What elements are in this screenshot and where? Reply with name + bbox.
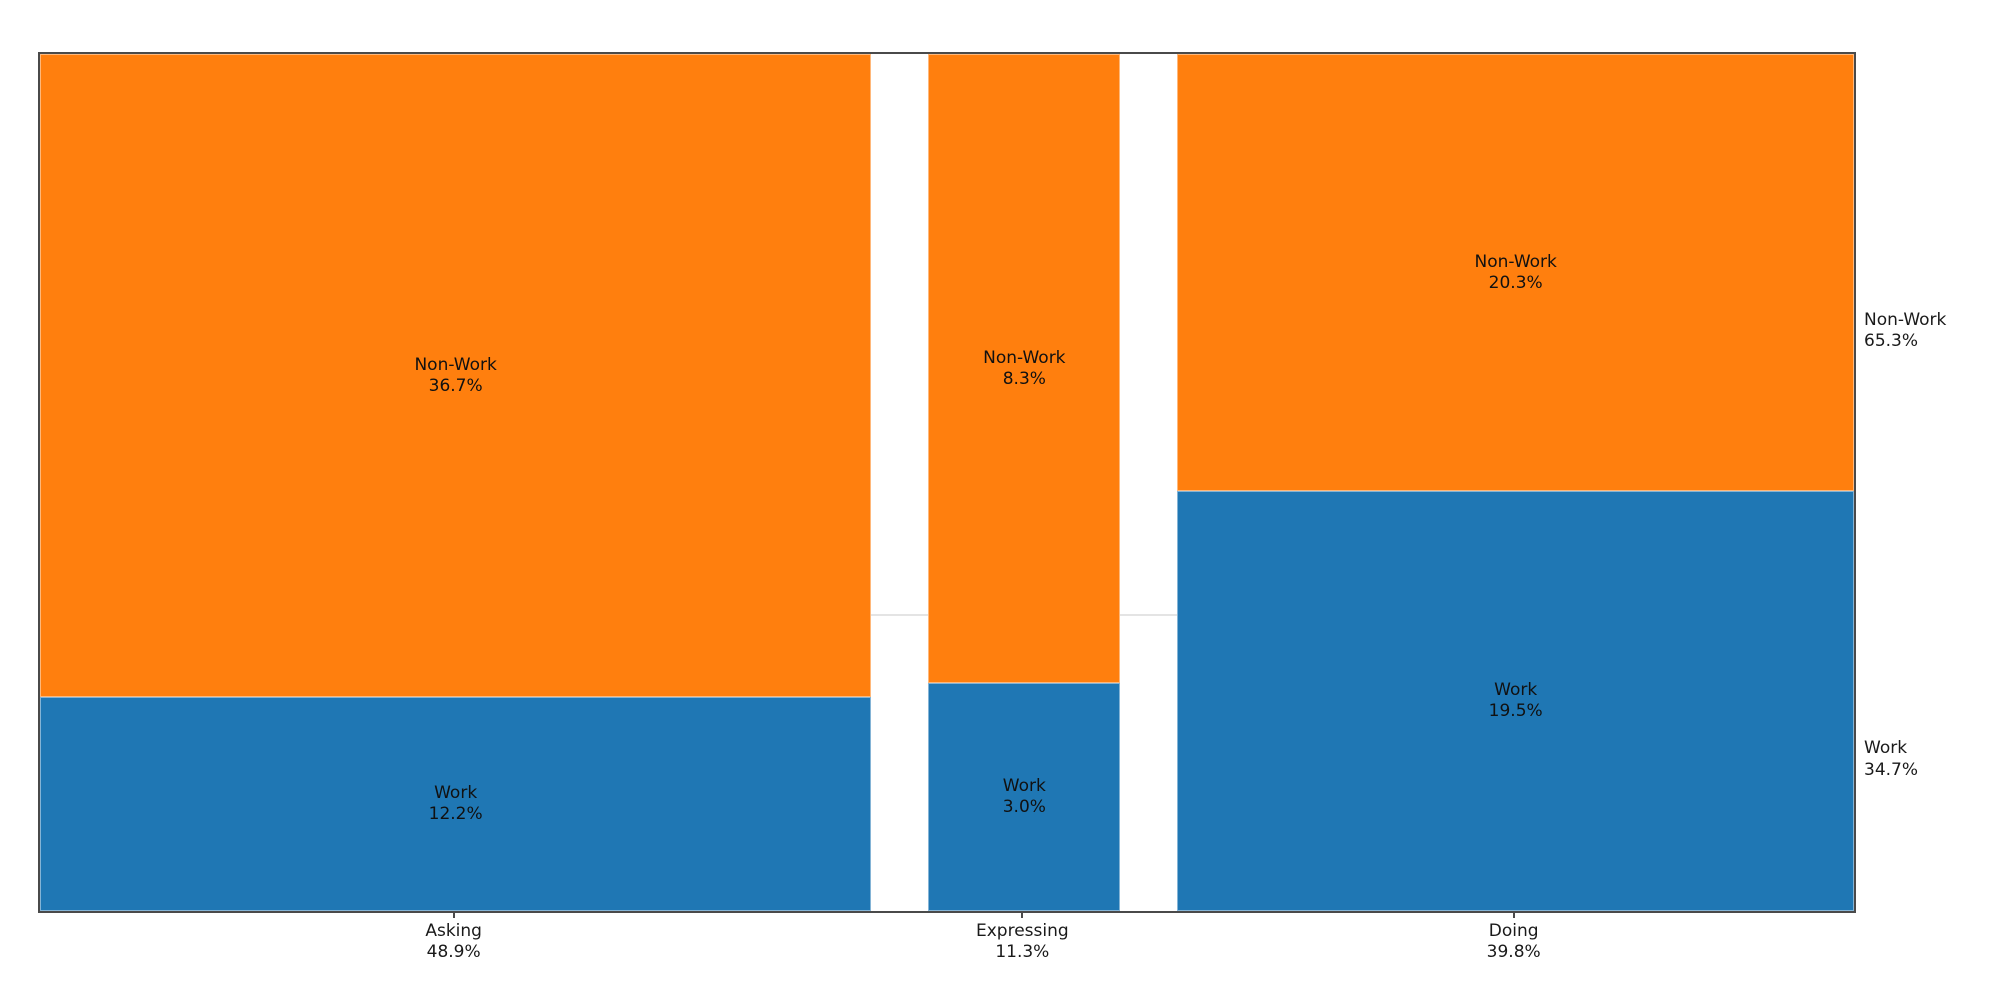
cell-segment-percent: 8.3% bbox=[1002, 368, 1046, 389]
cell-label-expressing-work: Work 3.0% bbox=[1003, 776, 1046, 817]
cell-segment-percent: 3.0% bbox=[1002, 797, 1046, 818]
cell-expressing-non-work: Non-Work 8.3% bbox=[928, 54, 1121, 684]
plot-area: Non-Work 36.7% Work 12.2% Non-Work 8.3% Work 3.… bbox=[38, 52, 1856, 913]
cell-label-asking-work: Work 12.2% bbox=[429, 783, 483, 824]
cell-segment-name: Work bbox=[434, 783, 478, 804]
cell-label-asking-non-work: Non-Work 36.7% bbox=[414, 355, 496, 396]
x-category-percent: 39.8% bbox=[1486, 942, 1541, 963]
x-tick-asking bbox=[452, 911, 455, 918]
x-category-percent: 48.9% bbox=[426, 942, 481, 963]
gap-row-split-line bbox=[1120, 613, 1178, 616]
mosaic-column-expressing: Non-Work 8.3% Work 3.0% bbox=[928, 54, 1121, 911]
right-label-work: Work 34.7% bbox=[1864, 738, 1918, 781]
right-label-name: Work bbox=[1864, 738, 1908, 759]
cell-label-expressing-non-work: Non-Work 8.3% bbox=[983, 348, 1065, 389]
cell-segment-percent: 12.2% bbox=[428, 804, 483, 825]
right-label-non-work: Non-Work 65.3% bbox=[1864, 310, 1946, 353]
cell-label-doing-non-work: Non-Work 20.3% bbox=[1474, 252, 1556, 293]
cell-segment-name: Work bbox=[1002, 776, 1046, 797]
cell-segment-name: Non-Work bbox=[1474, 251, 1557, 272]
x-label-doing: Doing 39.8% bbox=[1394, 921, 1634, 964]
cell-segment-percent: 20.3% bbox=[1488, 272, 1543, 293]
gap-row-split-line bbox=[871, 613, 929, 616]
cell-doing-non-work: Non-Work 20.3% bbox=[1177, 54, 1854, 492]
cell-segment-name: Work bbox=[1494, 680, 1538, 701]
cell-expressing-work: Work 3.0% bbox=[928, 683, 1121, 911]
cell-segment-percent: 19.5% bbox=[1488, 701, 1543, 722]
cell-doing-work: Work 19.5% bbox=[1177, 491, 1854, 911]
cell-label-doing-work: Work 19.5% bbox=[1489, 680, 1543, 721]
mosaic-column-doing: Non-Work 20.3% Work 19.5% bbox=[1177, 54, 1854, 911]
cell-segment-name: Non-Work bbox=[414, 354, 497, 375]
x-category-name: Expressing bbox=[976, 921, 1069, 941]
x-tick-doing bbox=[1512, 911, 1515, 918]
cell-segment-percent: 36.7% bbox=[428, 375, 483, 396]
x-label-expressing: Expressing 11.3% bbox=[902, 921, 1142, 964]
right-label-percent: 65.3% bbox=[1864, 331, 1919, 352]
mosaic-column-asking: Non-Work 36.7% Work 12.2% bbox=[40, 54, 872, 911]
cell-asking-work: Work 12.2% bbox=[40, 697, 872, 911]
x-category-name: Asking bbox=[425, 921, 482, 941]
right-label-percent: 34.7% bbox=[1864, 759, 1919, 780]
cell-asking-non-work: Non-Work 36.7% bbox=[40, 54, 872, 698]
right-label-name: Non-Work bbox=[1864, 309, 1947, 330]
x-category-name: Doing bbox=[1488, 921, 1539, 941]
x-category-percent: 11.3% bbox=[995, 942, 1050, 963]
x-label-asking: Asking 48.9% bbox=[334, 921, 574, 964]
cell-segment-name: Non-Work bbox=[983, 348, 1066, 368]
x-tick-expressing bbox=[1021, 911, 1024, 918]
